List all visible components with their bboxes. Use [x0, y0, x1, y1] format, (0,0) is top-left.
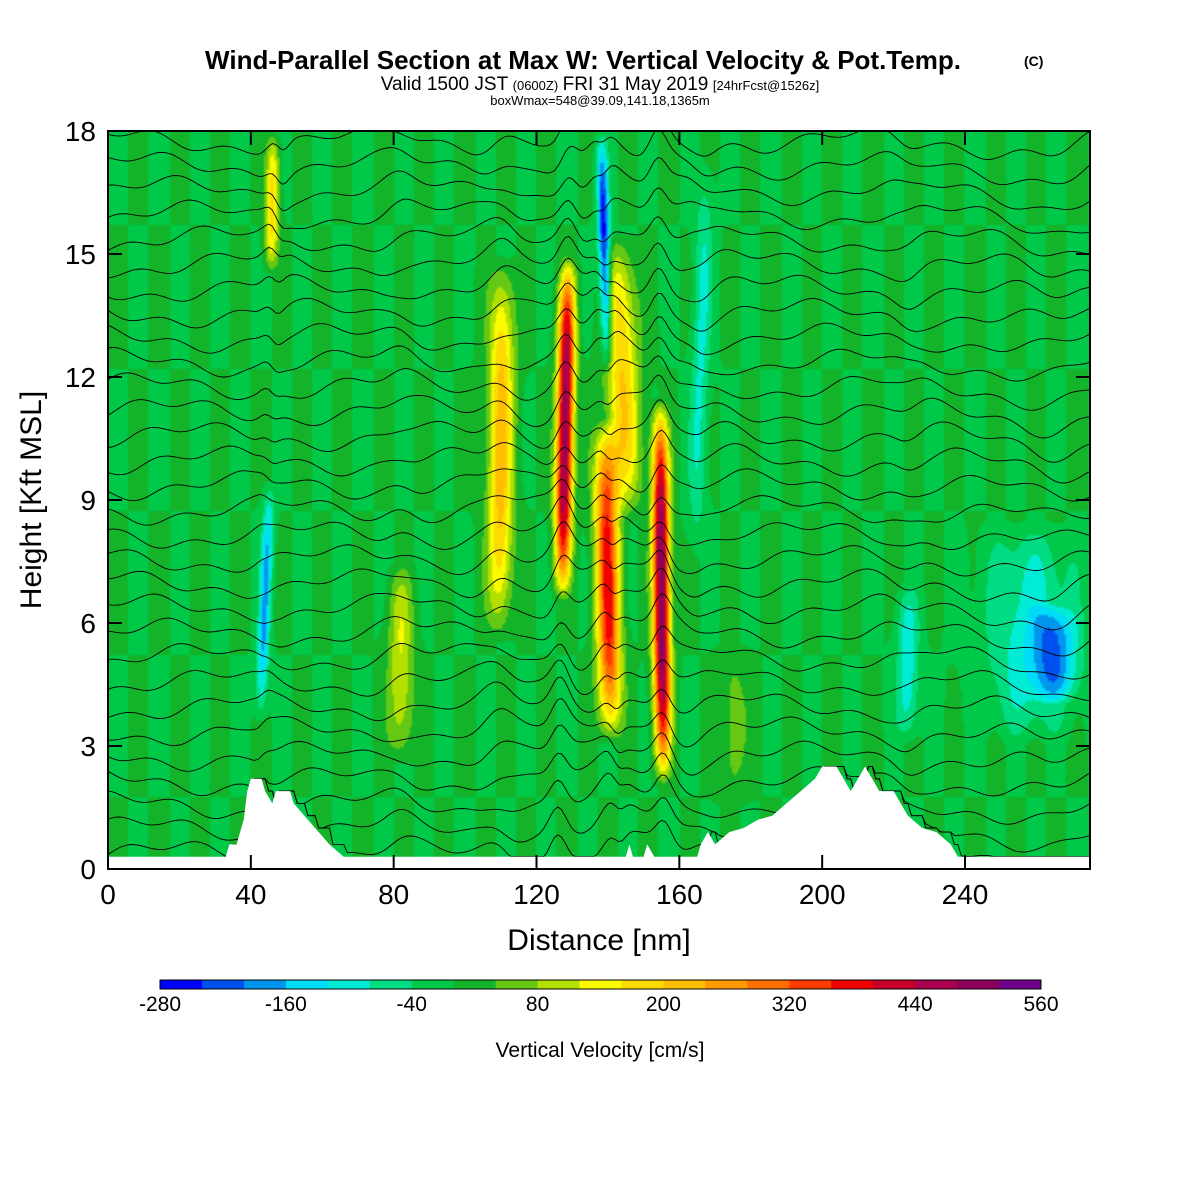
colorbar-swatch: [243, 980, 287, 989]
colorbar-swatch: [453, 980, 497, 989]
isentrope-line: [108, 659, 1090, 701]
chart-subtitle: Valid 1500 JST (0600Z) FRI 31 May 2019 […: [381, 74, 820, 95]
isentrope-line: [108, 187, 1090, 234]
isentrope-line: [108, 464, 1090, 502]
isentrope-line: [108, 495, 1090, 550]
y-tick-label: 9: [80, 485, 96, 516]
subtitle-valid-date: FRI 31 May 2019: [563, 74, 709, 95]
isentrope-line: [108, 257, 1090, 310]
isentrope-line: [108, 235, 1090, 283]
colorbar-swatch: [495, 980, 539, 989]
colorbar-tick-label: -160: [265, 993, 307, 1016]
colorbar-swatch: [369, 980, 413, 989]
colorbar-swatch: [957, 980, 1000, 989]
x-tick-label: 200: [799, 879, 846, 910]
x-axis-label: Distance [nm]: [507, 924, 690, 957]
colorbar-swatch: [411, 980, 455, 989]
colorbar-tick-label: 440: [898, 993, 933, 1016]
y-axis-label: Height [Kft MSL]: [15, 391, 48, 609]
isentrope-line: [108, 399, 1090, 463]
isentrope-line: [108, 750, 1090, 798]
isentrope-line: [108, 282, 1090, 332]
x-tick-label: 40: [235, 879, 266, 910]
colorbar-swatch: [621, 980, 664, 989]
y-axis-ticks: 0 3 6 9 12 15 18: [65, 116, 1090, 885]
isentrope-line: [108, 131, 1090, 160]
terrain-mask: [108, 766, 1090, 869]
vertical-velocity-field: [108, 131, 1090, 869]
isentrope-line: [108, 724, 1090, 776]
colorbar-tick-label: 80: [526, 993, 549, 1016]
colorbar-swatch: [201, 980, 245, 989]
y-tick-label: 18: [65, 116, 96, 147]
potential-temperature-contours: [108, 131, 1090, 858]
isentrope-line: [108, 429, 1090, 484]
isentrope-line: [108, 697, 1090, 753]
x-tick-label: 80: [378, 879, 409, 910]
colorbar-tick-labels: -280 -160 -40 80 200 320 440 560: [139, 993, 1059, 1016]
colorbar-label: Vertical Velocity [cm/s]: [496, 1039, 705, 1062]
subtitle-forecast: [24hrFcst@1526z]: [713, 78, 819, 93]
colorbar-swatch: [285, 980, 329, 989]
colorbar-swatch: [705, 980, 748, 989]
isentrope-line: [108, 593, 1090, 657]
colorbar-swatch: [873, 980, 916, 989]
colorbar-swatch: [327, 980, 371, 989]
isentrope-line: [108, 374, 1090, 439]
isentrope-line: [108, 157, 1090, 212]
colorbar-swatch: [747, 980, 790, 989]
y-tick-label: 3: [80, 731, 96, 762]
colorbar-swatch: [915, 980, 958, 989]
colorbar-tick-label: -40: [397, 993, 427, 1016]
y-tick-label: 0: [80, 854, 96, 885]
colorbar-swatch: [831, 980, 874, 989]
colorbar-tick-label: 560: [1023, 993, 1058, 1016]
isentrope-line: [108, 550, 1090, 602]
y-tick-label: 15: [65, 239, 96, 270]
chart-subtitle-2: boxWmax=548@39.09,141.18,1365m: [490, 93, 710, 108]
colorbar-swatch: [663, 980, 706, 989]
colorbar-swatch: [999, 980, 1042, 989]
isentrope-line: [108, 567, 1090, 631]
colorbar-frame: [159, 979, 1042, 990]
colorbar: [159, 979, 1042, 990]
isentrope-line: [108, 216, 1090, 257]
colorbar-tick-label: -280: [139, 993, 181, 1016]
plot-area: [108, 131, 1090, 869]
isentrope-line: [108, 131, 1090, 186]
x-tick-label: 120: [513, 879, 560, 910]
colorbar-tick-label: 200: [646, 993, 681, 1016]
x-tick-label: 0: [100, 879, 116, 910]
x-tick-label: 240: [942, 879, 989, 910]
subtitle-valid-zulu: (0600Z): [513, 78, 559, 93]
isentrope-line: [108, 478, 1090, 526]
isentrope-line: [108, 521, 1090, 577]
colorbar-swatch: [537, 980, 581, 989]
isentrope-line: [108, 676, 1090, 724]
title-copyright-mark: (C): [1024, 53, 1043, 69]
isentrope-line: [108, 330, 1090, 382]
x-axis-ticks: 0 40 80 120 160 200 240: [100, 131, 988, 910]
isentrope-line: [108, 625, 1090, 680]
y-tick-label: 12: [65, 362, 96, 393]
colorbar-swatch: [579, 980, 622, 989]
colorbar-tick-label: 320: [772, 993, 807, 1016]
isentrope-line: [108, 766, 1090, 825]
chart-title: Wind-Parallel Section at Max W: Vertical…: [205, 45, 961, 75]
isentrope-line: [108, 355, 1090, 411]
colorbar-swatch: [160, 980, 203, 989]
subtitle-valid-prefix: Valid 1500 JST: [381, 74, 509, 95]
isentrope-line: [108, 308, 1090, 356]
x-tick-label: 160: [656, 879, 703, 910]
y-tick-label: 6: [80, 608, 96, 639]
colorbar-swatch: [789, 980, 832, 989]
